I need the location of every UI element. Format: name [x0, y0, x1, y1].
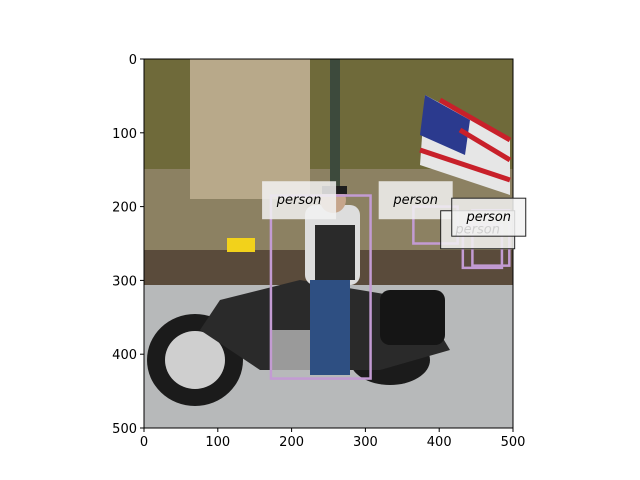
x-tick-label: 200	[279, 435, 304, 450]
lamp-post	[330, 59, 340, 259]
detection-label-box	[451, 197, 527, 237]
detections: personpersonpersonperson	[262, 181, 527, 380]
saddlebag	[380, 290, 445, 345]
x-tick-label: 400	[427, 435, 452, 450]
detection-label-text: person	[276, 193, 322, 208]
detection-label-text: person	[392, 193, 438, 208]
detection-label: person	[262, 181, 337, 220]
front-wheel-spokes	[165, 331, 225, 389]
y-tick-label: 100	[112, 127, 137, 142]
building	[190, 59, 310, 199]
rider-jeans	[310, 280, 350, 375]
detection-label: person	[451, 197, 527, 237]
y-tick-label: 200	[112, 201, 137, 216]
y-tick-label: 500	[112, 422, 137, 437]
photo	[144, 59, 513, 428]
y-axis: 0 100 200 300 400 500	[112, 53, 144, 437]
x-tick-label: 100	[205, 435, 230, 450]
x-axis: 0 100 200 300 400 500	[140, 428, 526, 450]
rider-vest	[315, 225, 355, 280]
flag-canton	[420, 95, 470, 155]
x-tick-label: 0	[140, 435, 148, 450]
detection-label-text: person	[465, 210, 511, 225]
y-tick-label: 400	[112, 348, 137, 363]
x-tick-label: 500	[501, 435, 526, 450]
license-plate	[227, 238, 255, 252]
x-tick-label: 300	[353, 435, 378, 450]
y-tick-label: 0	[129, 53, 137, 68]
y-tick-label: 300	[112, 274, 137, 289]
detection-label-box	[262, 181, 337, 220]
